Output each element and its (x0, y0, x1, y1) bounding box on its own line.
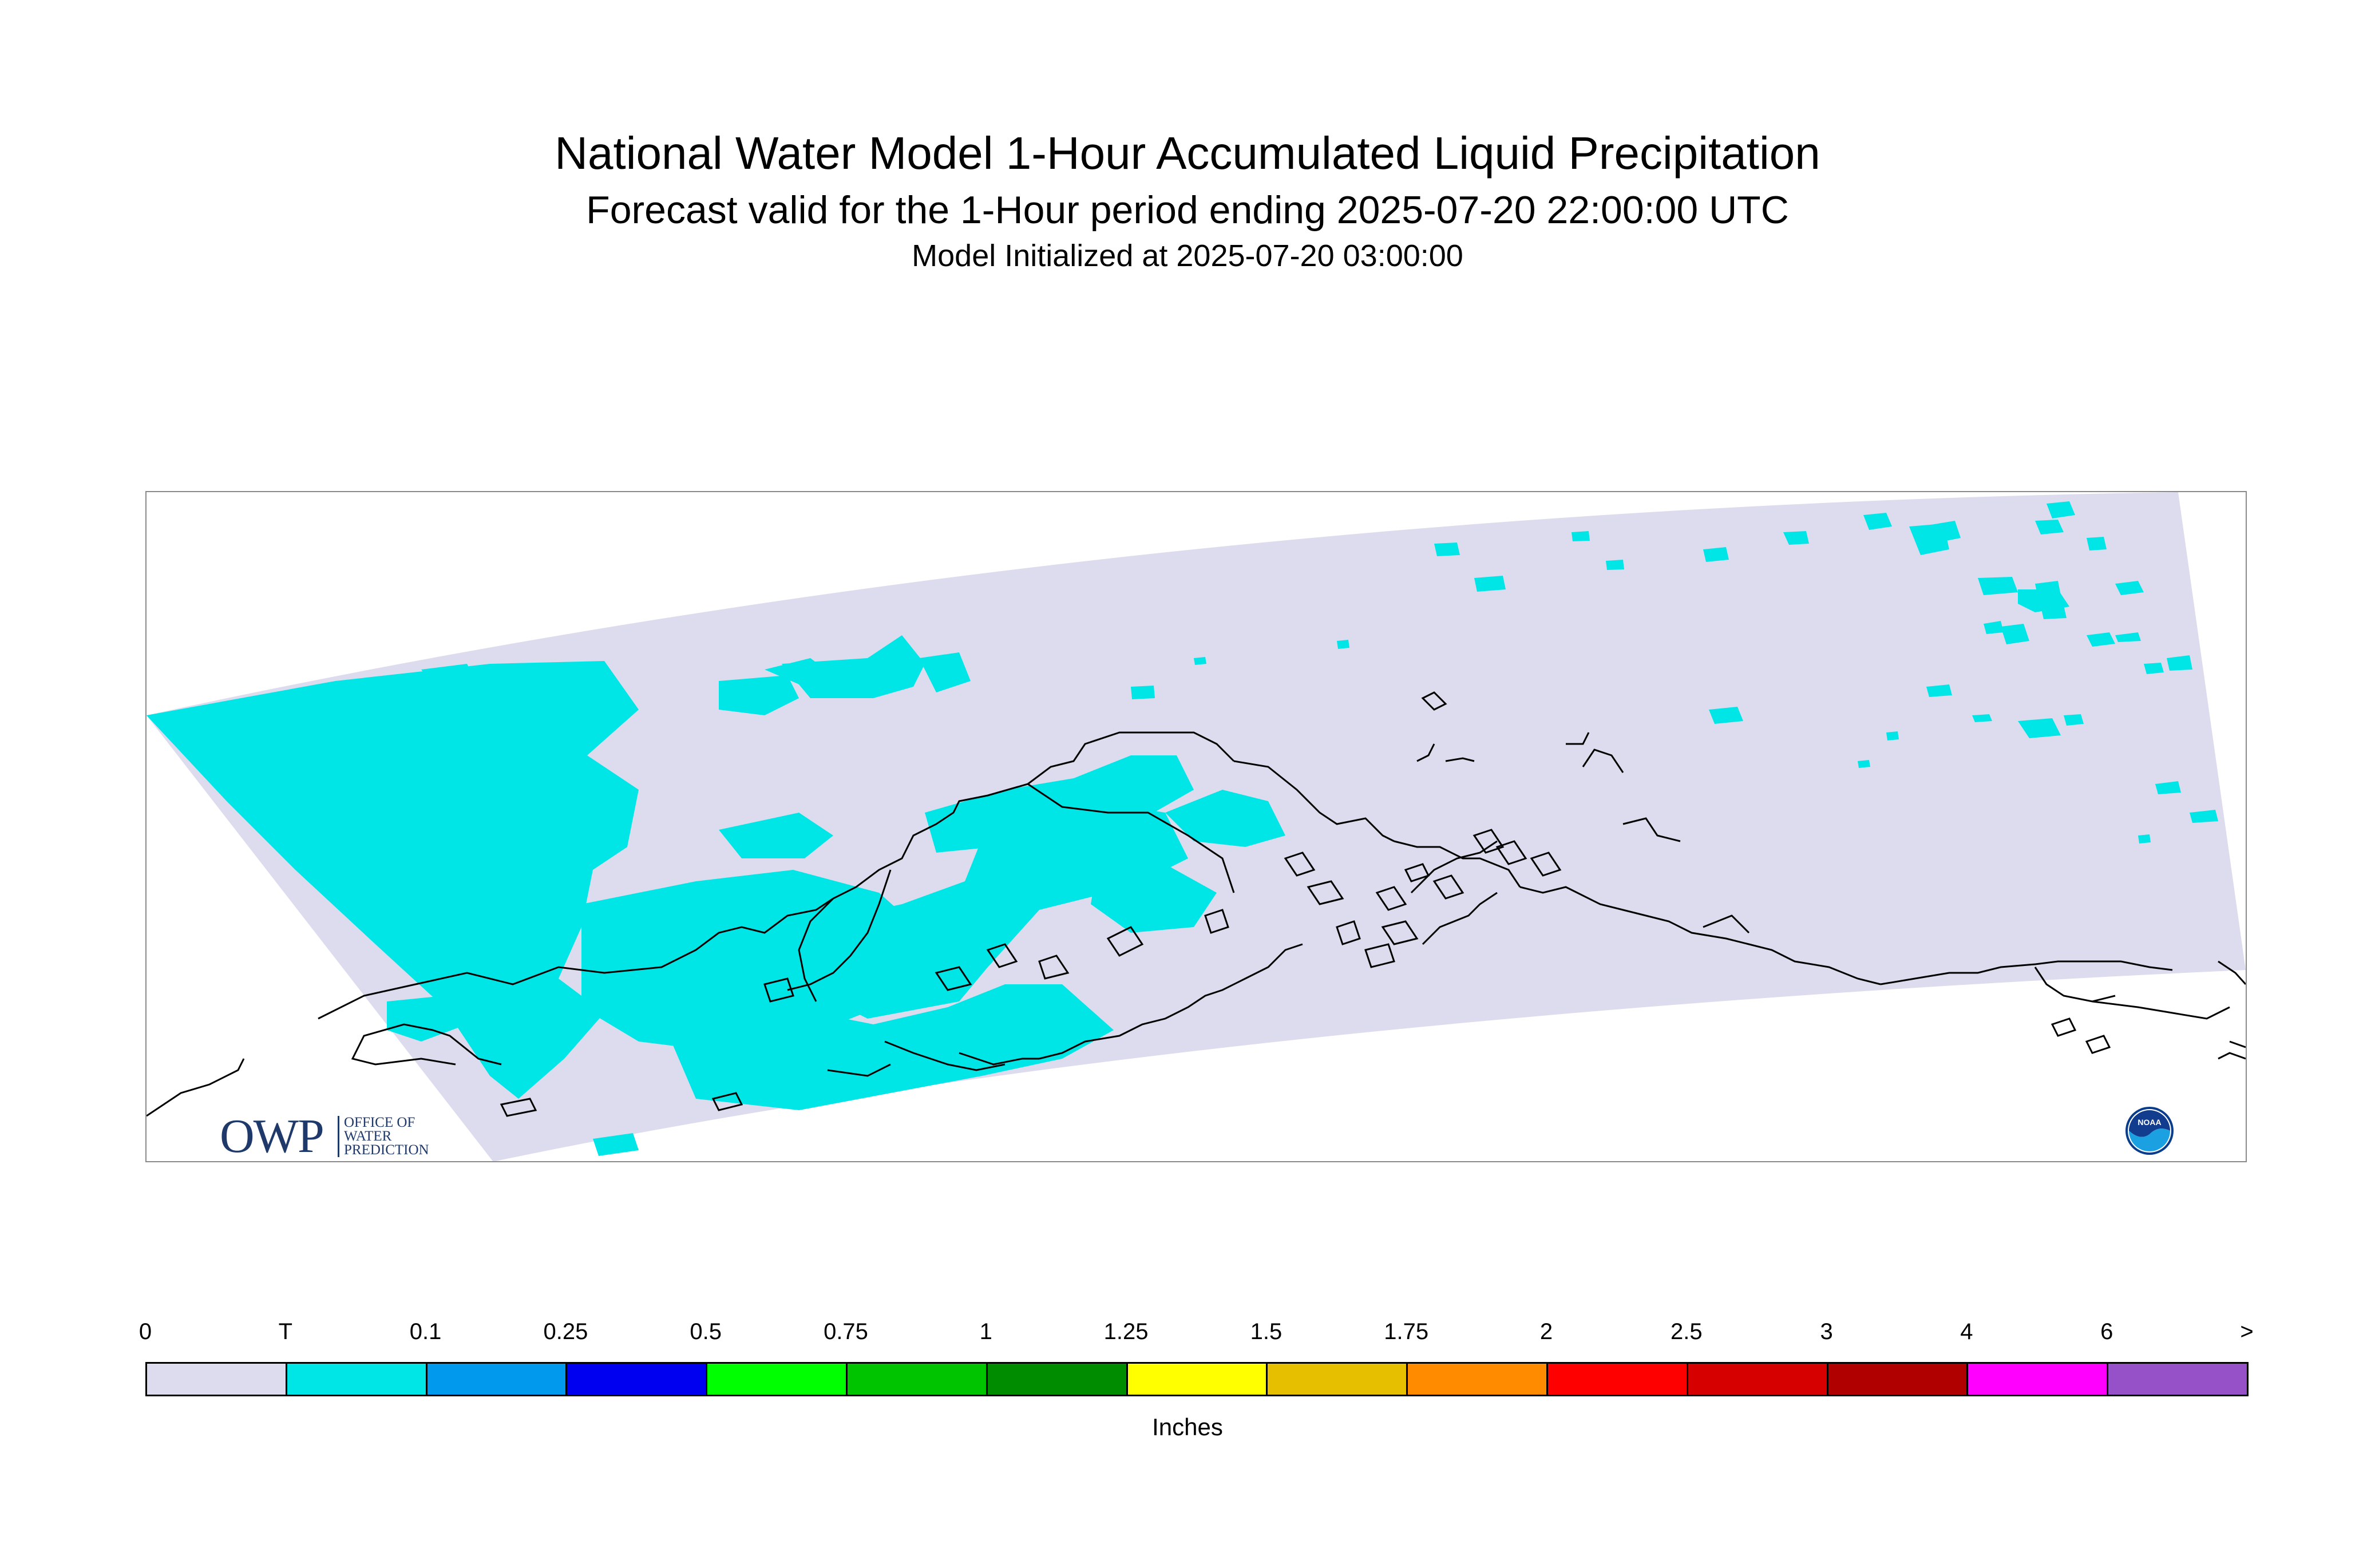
legend-tick-label: 0.5 (690, 1319, 722, 1344)
legend-tick-label: T (278, 1319, 293, 1344)
legend-tick-label: 1.25 (1103, 1319, 1149, 1344)
islands (500, 691, 2111, 1117)
legend-swatch (1546, 1362, 1688, 1396)
legend-swatch (846, 1362, 988, 1396)
color-legend (145, 1362, 2249, 1396)
legend-tick-label: 1 (979, 1319, 992, 1344)
legend-swatch (1406, 1362, 1548, 1396)
legend-tick-label: 1.75 (1384, 1319, 1429, 1344)
legend-tick-label: 0.75 (824, 1319, 868, 1344)
map-panel (145, 491, 2247, 1162)
legend-tick-label: 0.25 (543, 1319, 588, 1344)
owp-logo-text: OFFICE OF WATER PREDICTION (338, 1115, 429, 1157)
model-init-label: Model Initialized at 2025-07-20 03:00:00 (912, 239, 1463, 273)
legend-swatch (285, 1362, 428, 1396)
legend-units: Inches (1152, 1413, 1223, 1440)
legend-swatch (706, 1362, 848, 1396)
legend-tick-label: 2.5 (1670, 1319, 1703, 1344)
noaa-logo: NOAA (2125, 1107, 2174, 1155)
legend-tick-label: 6 (2100, 1319, 2113, 1344)
chart-title: National Water Model 1-Hour Accumulated … (555, 128, 1820, 179)
legend-swatch (1126, 1362, 1268, 1396)
noaa-logo-text: NOAA (2138, 1118, 2161, 1127)
legend-tick-label: 3 (1820, 1319, 1833, 1344)
trace-precip-areas (147, 501, 2218, 1156)
legend-swatch (1826, 1362, 1969, 1396)
precip-map (147, 492, 2246, 1161)
legend-tick-label: 0.1 (409, 1319, 442, 1344)
legend-tick-label: 0 (138, 1319, 152, 1344)
legend-tick-label: > (2240, 1319, 2254, 1344)
legend-swatch (2107, 1362, 2249, 1396)
legend-tick-label: 1.5 (1250, 1319, 1282, 1344)
legend-swatch (1966, 1362, 2109, 1396)
owp-logo: OWP OFFICE OF WATER PREDICTION (220, 1110, 586, 1163)
legend-tick-label: 4 (1960, 1319, 1973, 1344)
owp-logo-mark: OWP (220, 1110, 324, 1163)
coastlines (147, 731, 2246, 1117)
legend-swatch (145, 1362, 287, 1396)
legend-swatch (1686, 1362, 1828, 1396)
legend-swatch (985, 1362, 1128, 1396)
legend-swatch (425, 1362, 568, 1396)
chart-subtitle: Forecast valid for the 1-Hour period end… (586, 188, 1789, 232)
legend-swatch (565, 1362, 708, 1396)
legend-swatch (1266, 1362, 1408, 1396)
legend-tick-label: 2 (1539, 1319, 1553, 1344)
